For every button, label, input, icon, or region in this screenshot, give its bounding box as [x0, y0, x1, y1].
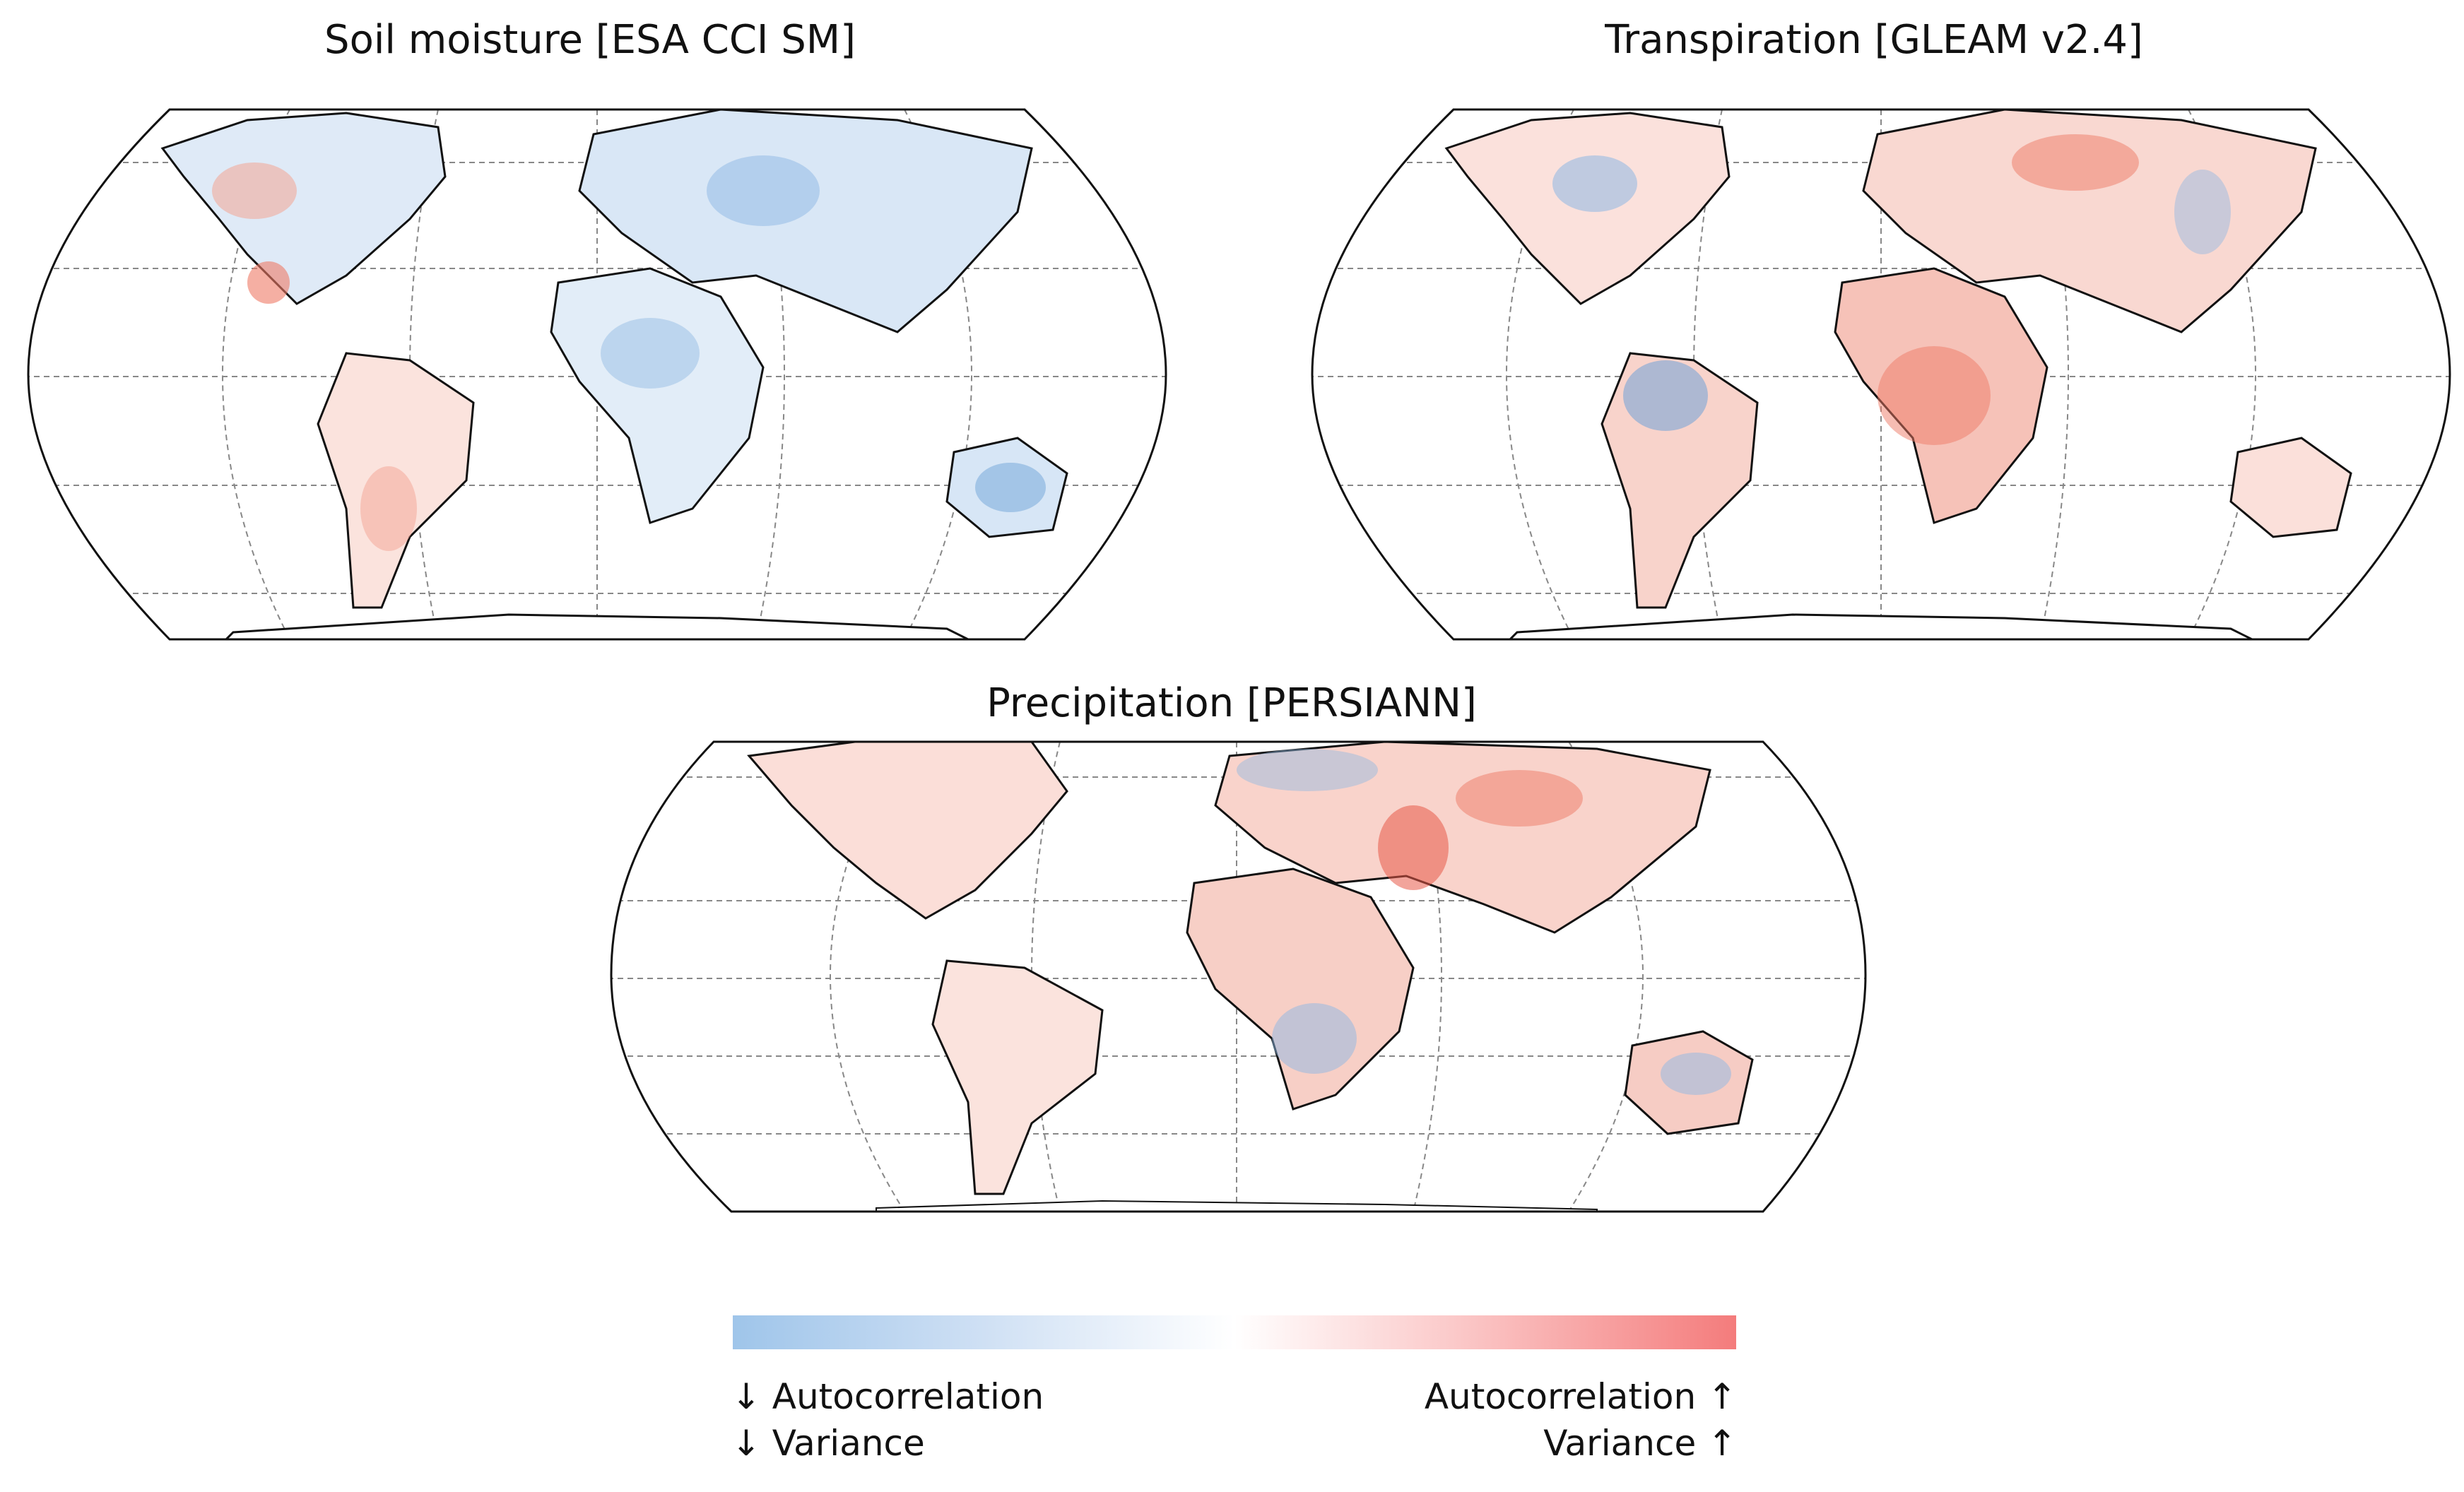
africa	[550, 267, 765, 524]
map-frame	[27, 108, 1167, 641]
value-patches	[1237, 749, 1731, 1095]
legend-high-autocorrelation: Autocorrelation ↑	[1424, 1376, 1737, 1417]
eurasia	[1862, 109, 2317, 333]
map-title-precipitation: Precipitation [PERSIANN]	[986, 680, 1477, 726]
map-frame	[1311, 108, 2451, 641]
map-title-transpiration: Transpiration [GLEAM v2.4]	[1605, 17, 2143, 63]
legend-low-autocorrelation: ↓ Autocorrelation	[731, 1376, 1044, 1417]
antarctica	[1507, 613, 2253, 639]
continents	[747, 742, 1754, 1212]
north-america	[747, 742, 1068, 920]
map-soil-moisture	[27, 108, 1167, 641]
eurasia	[1214, 742, 1711, 934]
africa	[1186, 868, 1415, 1111]
antarctica	[223, 613, 969, 639]
north-america	[160, 112, 447, 305]
map-precipitation	[610, 740, 1867, 1213]
legend-low-variance: ↓ Variance	[731, 1423, 925, 1464]
south-america	[931, 959, 1104, 1195]
map-frame	[610, 740, 1867, 1213]
eurasia	[578, 109, 1033, 333]
value-patches	[1552, 134, 2231, 445]
map-title-soil-moisture: Soil moisture [ESA CCI SM]	[324, 17, 856, 63]
australia	[2229, 437, 2352, 538]
colorbar	[733, 1315, 1736, 1349]
map-transpiration	[1311, 108, 2451, 641]
continents	[160, 109, 1068, 639]
value-patches	[212, 155, 1046, 551]
antarctica	[876, 1200, 1598, 1212]
legend-high-variance: Variance ↑	[1543, 1423, 1737, 1464]
